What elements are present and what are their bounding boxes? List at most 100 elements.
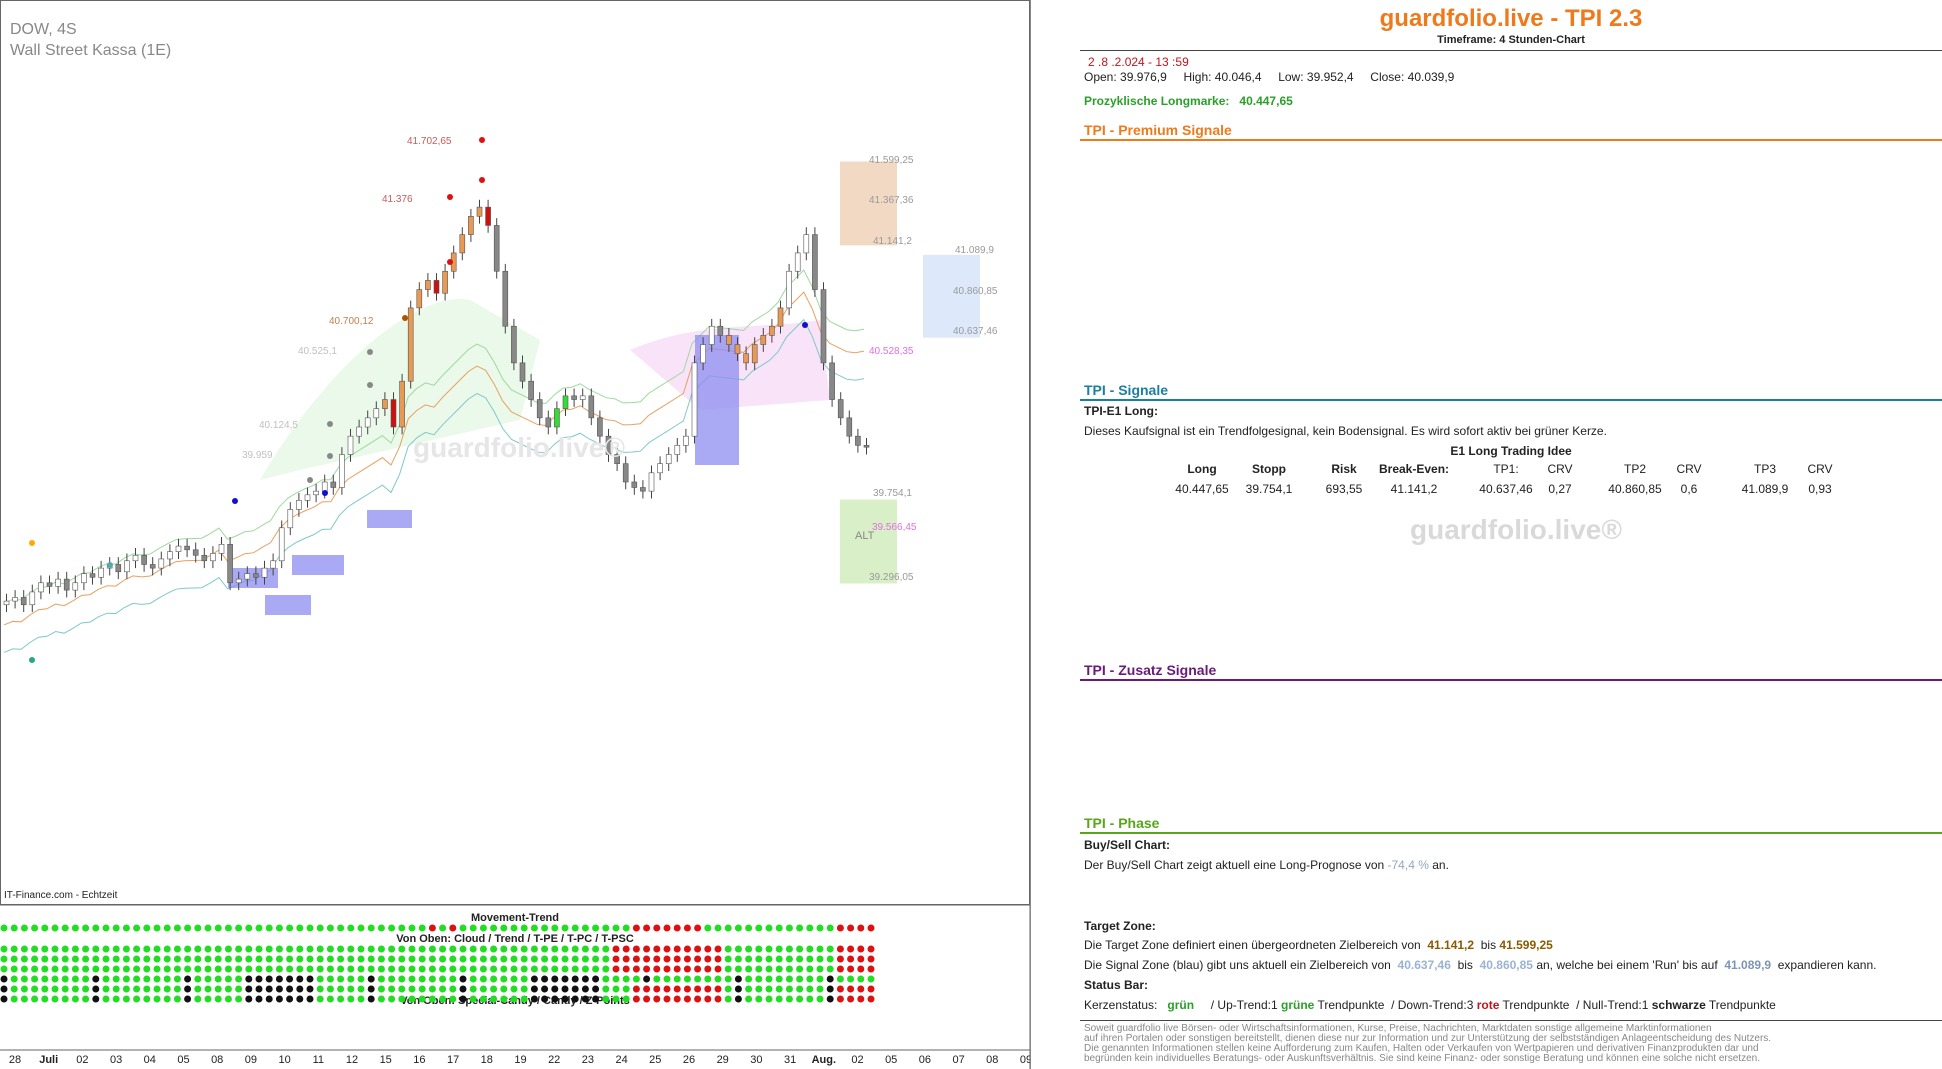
trend-point (581, 965, 589, 973)
trend-point (734, 985, 742, 993)
trend-point (82, 945, 90, 953)
trend-point (643, 965, 651, 973)
trend-point (490, 965, 498, 973)
trend-point (214, 965, 222, 973)
trend-point (61, 945, 69, 953)
trend-point (377, 924, 385, 932)
trend-point (377, 955, 385, 963)
signal-block (265, 595, 311, 615)
level-label: 39.754,1 (873, 488, 912, 499)
trend-point (408, 924, 416, 932)
table-header: CRV (1547, 462, 1573, 476)
trend-point (306, 945, 314, 953)
trend-point (561, 955, 569, 963)
x-tick-label: 16 (413, 1054, 425, 1066)
trend-point (592, 975, 600, 983)
trend-point (867, 995, 875, 1003)
trend-point (153, 955, 161, 963)
trend-point (816, 975, 824, 983)
e1-text: Dieses Kaufsignal ist ein Trendfolgesign… (1084, 424, 1607, 438)
trend-point (224, 975, 232, 983)
trend-point (347, 965, 355, 973)
trend-point (214, 995, 222, 1003)
trend-point (500, 955, 508, 963)
trend-point (296, 945, 304, 953)
x-tick-label: 12 (346, 1054, 358, 1066)
trend-point (479, 975, 487, 983)
tpi-timeframe: Timeframe: 4 Stunden-Chart (1437, 34, 1585, 46)
trend-point (612, 955, 620, 963)
trend-point (683, 945, 691, 953)
trend-point (857, 955, 865, 963)
x-tick-label: 18 (481, 1054, 493, 1066)
candle-body (700, 344, 706, 364)
table-header: TP2 (1623, 462, 1646, 476)
trend-point (836, 965, 844, 973)
trend-point (643, 924, 651, 932)
trend-point (551, 975, 559, 983)
trend-point (184, 924, 192, 932)
candle-body (81, 573, 87, 584)
trend-point (673, 965, 681, 973)
trend-point (724, 985, 732, 993)
trend-point (816, 965, 824, 973)
watermark: guardfolio.live® (1410, 514, 1622, 545)
candle-body (760, 335, 767, 345)
trend-point (265, 975, 273, 983)
candle-body (665, 454, 672, 464)
trend-point (510, 995, 518, 1003)
trend-point (112, 995, 120, 1003)
trend-point (51, 945, 59, 953)
trend-point (541, 975, 549, 983)
trend-point (0, 995, 8, 1003)
status-label: Status Bar: (1084, 978, 1149, 992)
trend-point (184, 965, 192, 973)
trend-point (796, 985, 804, 993)
trend-point (153, 924, 161, 932)
trend-point (541, 955, 549, 963)
trend-point (61, 995, 69, 1003)
trend-point (41, 985, 49, 993)
header-divider (1080, 50, 1942, 51)
price-chart[interactable]: 42.20042.00041.80041.60041.40041.20041.0… (0, 0, 1030, 1069)
trend-point (857, 924, 865, 932)
trend-point (51, 975, 59, 983)
trend-point (286, 985, 294, 993)
trend-point (734, 965, 742, 973)
candle-body (631, 481, 638, 488)
trend-point (755, 955, 763, 963)
candle-body (141, 554, 147, 565)
trend-point (581, 955, 589, 963)
trend-point (31, 985, 39, 993)
candle-body (72, 582, 79, 591)
trend-point (847, 965, 855, 973)
x-tick-label: 06 (919, 1054, 931, 1066)
trend-point (755, 975, 763, 983)
trend-point (530, 975, 538, 983)
trend-point (775, 985, 783, 993)
chart-panel[interactable]: 42.20042.00041.80041.60041.40041.20041.0… (0, 0, 1031, 1069)
trend-point (306, 975, 314, 983)
trend-point (214, 955, 222, 963)
trend-point (112, 955, 120, 963)
trend-point (469, 965, 477, 973)
trend-point (806, 975, 814, 983)
candle-body (614, 454, 620, 464)
table-value: 40.447,65 (1175, 482, 1229, 496)
trend-point (449, 985, 457, 993)
trend-point (806, 924, 814, 932)
level-label: 39.296,05 (869, 572, 914, 583)
table-value: 40.860,85 (1608, 482, 1662, 496)
trend-point (347, 995, 355, 1003)
x-tick-label: 05 (885, 1054, 897, 1066)
trend-point (408, 965, 416, 973)
trend-point (612, 995, 620, 1003)
trend-point (632, 985, 640, 993)
candle-body (38, 582, 44, 593)
trend-point (673, 945, 681, 953)
trend-point (367, 995, 375, 1003)
table-header: CRV (1676, 462, 1702, 476)
trend-point (122, 965, 130, 973)
trend-point (153, 985, 161, 993)
trend-point (265, 945, 273, 953)
